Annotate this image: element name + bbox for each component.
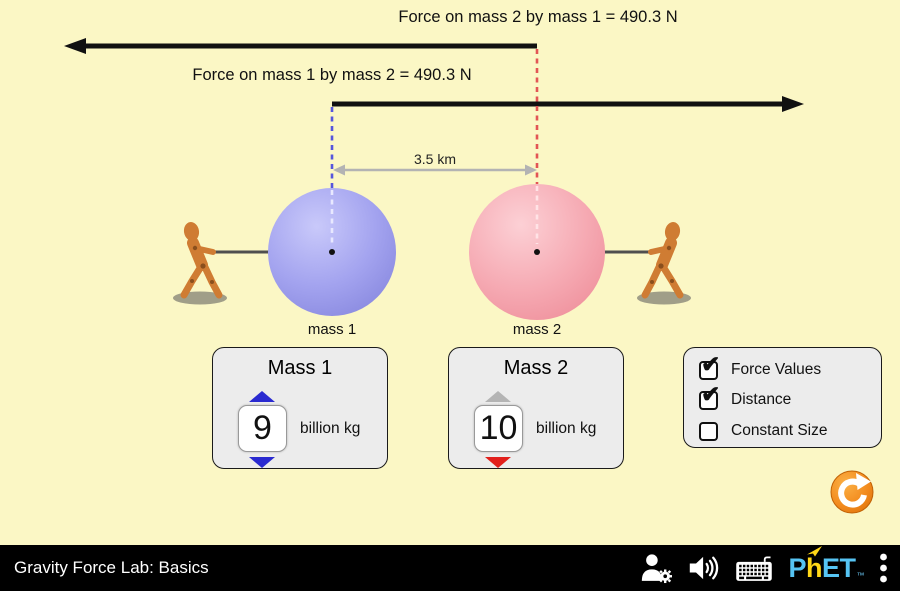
reset-icon bbox=[830, 470, 874, 514]
reset-all-button[interactable] bbox=[830, 470, 874, 514]
force-arrow-on-mass1 bbox=[332, 96, 804, 112]
phet-logo-letter: P bbox=[788, 552, 806, 583]
distance-value-label: 3.5 km bbox=[413, 151, 457, 167]
checkbox-constant-size[interactable]: Constant Size bbox=[699, 419, 828, 443]
force-arrowhead-right bbox=[782, 96, 804, 112]
keyboard-icon bbox=[736, 555, 773, 581]
mass2-increment-button[interactable] bbox=[485, 391, 511, 402]
mass2-panel-title: Mass 2 bbox=[503, 357, 569, 379]
checkbox-box: ✔ bbox=[699, 352, 720, 380]
paper-plane-icon bbox=[806, 545, 822, 556]
checkbox-label: Constant Size bbox=[731, 422, 828, 439]
user-gear-icon bbox=[642, 554, 673, 584]
kebab-menu-icon bbox=[880, 553, 887, 583]
mass2-tag: mass 2 bbox=[512, 321, 562, 338]
checkbox-distance[interactable]: ✔ Distance bbox=[699, 382, 792, 412]
mass1-panel-title: Mass 1 bbox=[267, 357, 333, 379]
sim-title: Gravity Force Lab: Basics bbox=[14, 558, 209, 577]
distance-arrow bbox=[333, 164, 537, 176]
mass2-unit-label: billion kg bbox=[536, 419, 597, 437]
force-arrow-on-mass2 bbox=[64, 38, 537, 54]
gear-icon bbox=[658, 569, 673, 584]
checkbox-label: Force Values bbox=[731, 361, 822, 378]
sound-button[interactable] bbox=[688, 553, 720, 583]
trademark-symbol: ™ bbox=[856, 570, 865, 580]
mass1-value-display[interactable]: 9 bbox=[238, 405, 287, 452]
phet-menu-button[interactable] bbox=[879, 552, 888, 584]
options-panel: ✔ Force Values ✔ Distance Constant Size bbox=[683, 347, 882, 448]
mass2-value-display[interactable]: 10 bbox=[474, 405, 523, 452]
mass2-control-panel: Mass 2 10 billion kg bbox=[448, 347, 624, 469]
force-on-mass1-label: Force on mass 1 by mass 2 = 490.3 N bbox=[192, 66, 472, 84]
phet-logo[interactable]: P h ET ™ bbox=[788, 545, 865, 583]
mass1-increment-button[interactable] bbox=[249, 391, 275, 402]
mass1-puller-figure bbox=[180, 222, 223, 299]
mass1-decrement-button[interactable] bbox=[249, 457, 275, 468]
checkbox-force-values[interactable]: ✔ Force Values bbox=[699, 352, 822, 382]
mass2-puller-figure bbox=[641, 222, 684, 299]
preferences-button[interactable] bbox=[640, 552, 673, 584]
footer-icons: P h ET ™ bbox=[640, 545, 888, 591]
mass2-decrement-button[interactable] bbox=[485, 457, 511, 468]
checkbox-label: Distance bbox=[731, 391, 792, 408]
phet-logo-letter: ET bbox=[821, 552, 856, 583]
mass1-center-dot bbox=[329, 249, 335, 255]
force-arrowhead-left bbox=[64, 38, 86, 54]
checkmark-icon: ✔ bbox=[701, 380, 721, 407]
speaker-icon bbox=[690, 556, 719, 580]
keyboard-shortcuts-button[interactable] bbox=[735, 554, 773, 583]
mass1-tag: mass 1 bbox=[307, 321, 357, 338]
mass2-center-dot bbox=[534, 249, 540, 255]
footer-bar: Gravity Force Lab: Basics bbox=[0, 545, 900, 591]
mass1-control-panel: Mass 1 9 billion kg bbox=[212, 347, 388, 469]
checkbox-box: ✔ bbox=[699, 382, 720, 410]
checkbox-box bbox=[699, 421, 718, 441]
mass1-unit-label: billion kg bbox=[300, 419, 361, 437]
checkmark-icon: ✔ bbox=[701, 350, 721, 377]
force-on-mass2-label: Force on mass 2 by mass 1 = 490.3 N bbox=[398, 8, 678, 26]
phet-logo-letter-h: h bbox=[806, 545, 822, 582]
